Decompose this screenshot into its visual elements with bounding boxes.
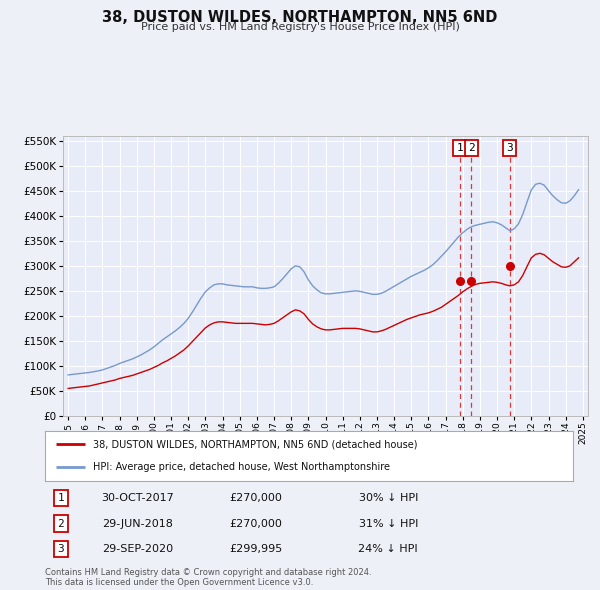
Text: 30-OCT-2017: 30-OCT-2017 xyxy=(101,493,174,503)
Text: £299,995: £299,995 xyxy=(230,544,283,554)
Text: HPI: Average price, detached house, West Northamptonshire: HPI: Average price, detached house, West… xyxy=(92,463,389,473)
Text: 3: 3 xyxy=(58,544,64,554)
Text: 1: 1 xyxy=(457,143,463,153)
Text: Price paid vs. HM Land Registry's House Price Index (HPI): Price paid vs. HM Land Registry's House … xyxy=(140,22,460,32)
Text: 30% ↓ HPI: 30% ↓ HPI xyxy=(359,493,418,503)
Text: £270,000: £270,000 xyxy=(230,519,283,529)
Text: 2: 2 xyxy=(58,519,64,529)
Text: 3: 3 xyxy=(506,143,514,153)
Text: 29-JUN-2018: 29-JUN-2018 xyxy=(102,519,173,529)
Text: 29-SEP-2020: 29-SEP-2020 xyxy=(102,544,173,554)
Text: Contains HM Land Registry data © Crown copyright and database right 2024.
This d: Contains HM Land Registry data © Crown c… xyxy=(45,568,371,587)
Text: 2: 2 xyxy=(468,143,475,153)
Text: 1: 1 xyxy=(58,493,64,503)
Text: 24% ↓ HPI: 24% ↓ HPI xyxy=(358,544,418,554)
Text: 31% ↓ HPI: 31% ↓ HPI xyxy=(359,519,418,529)
Text: 38, DUSTON WILDES, NORTHAMPTON, NN5 6ND (detached house): 38, DUSTON WILDES, NORTHAMPTON, NN5 6ND … xyxy=(92,439,417,449)
Text: 38, DUSTON WILDES, NORTHAMPTON, NN5 6ND: 38, DUSTON WILDES, NORTHAMPTON, NN5 6ND xyxy=(103,10,497,25)
Text: £270,000: £270,000 xyxy=(230,493,283,503)
